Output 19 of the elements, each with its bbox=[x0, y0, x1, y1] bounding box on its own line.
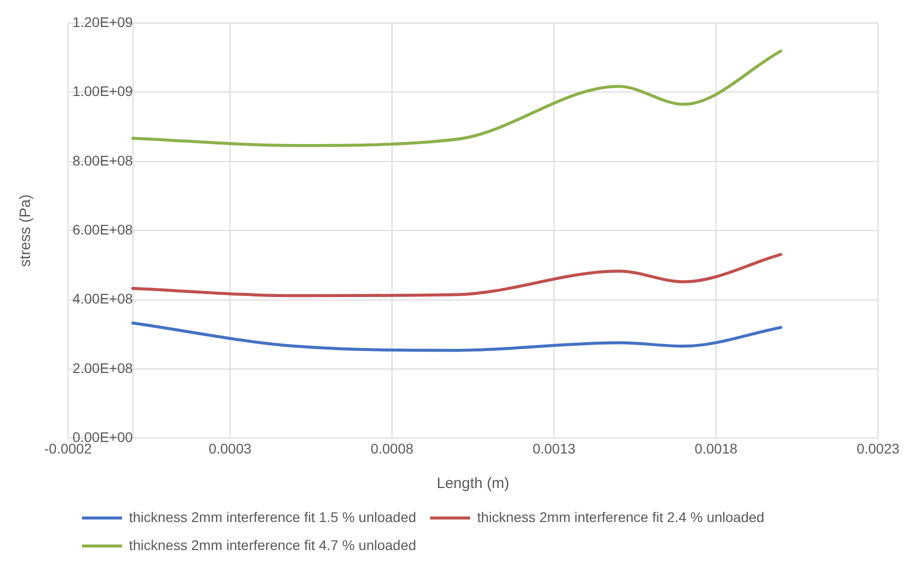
y-tick-label: 2.00E+08 bbox=[72, 360, 134, 376]
y-tick-label: 1.00E+09 bbox=[72, 83, 134, 100]
y-axis-title: stress (Pa) bbox=[17, 194, 34, 267]
y-tick-label: 6.00E+08 bbox=[72, 221, 134, 238]
x-tick-label: 0.0008 bbox=[370, 440, 414, 456]
x-tick-label: 0.0003 bbox=[208, 440, 252, 456]
legend-label: thickness 2mm interference fit 4.7 % unloaded bbox=[129, 536, 416, 553]
legend-label: thickness 2mm interference fit 1.5 % unloaded bbox=[129, 508, 416, 525]
legend-label: thickness 2mm interference fit 2.4 % unloaded bbox=[477, 508, 764, 525]
line-series bbox=[131, 321, 782, 352]
x-axis-title: Length (m) bbox=[436, 475, 510, 492]
y-tick-label: 8.00E+08 bbox=[72, 152, 134, 168]
line-series bbox=[131, 50, 782, 147]
line-series bbox=[131, 252, 782, 298]
y-tick-label: 1.20E+09 bbox=[72, 14, 134, 30]
x-tick-label: 0.0018 bbox=[694, 440, 738, 456]
x-tick-label: 0.0023 bbox=[856, 440, 900, 456]
y-tick-label: 4.00E+08 bbox=[72, 290, 134, 307]
x-tick-label: 0.0013 bbox=[532, 440, 576, 456]
